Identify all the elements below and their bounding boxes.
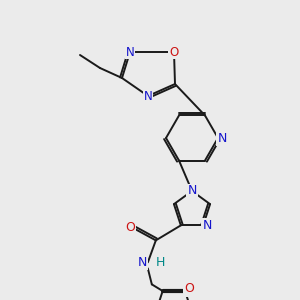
- Text: N: N: [187, 184, 197, 197]
- Text: O: O: [184, 283, 194, 296]
- Text: N: N: [126, 46, 134, 59]
- Text: O: O: [169, 46, 178, 59]
- Text: N: N: [217, 131, 227, 145]
- Text: N: N: [137, 256, 147, 269]
- Text: H: H: [156, 256, 165, 269]
- Text: N: N: [144, 91, 152, 103]
- Text: O: O: [125, 221, 135, 234]
- Text: N: N: [202, 219, 212, 232]
